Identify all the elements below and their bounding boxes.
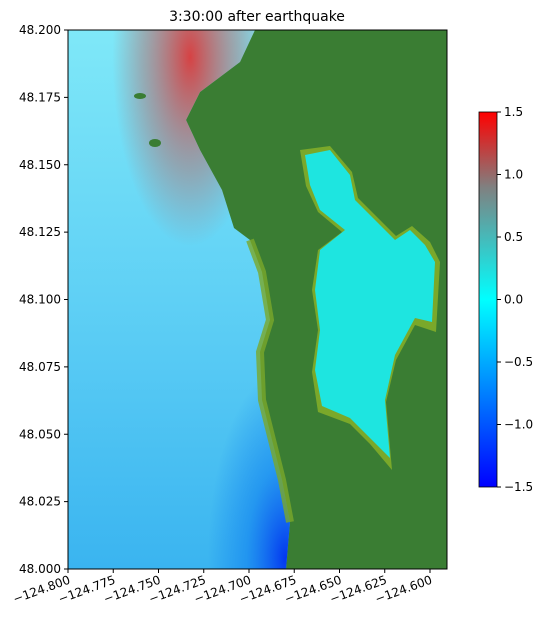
- colorbar-tick-label: −1.5: [504, 480, 533, 494]
- colorbar-tick-label: −0.5: [504, 355, 533, 369]
- y-tick-label: 48.075: [19, 360, 61, 374]
- y-tick-label: 48.175: [19, 90, 61, 104]
- colorbar-tick-label: 1.0: [504, 168, 523, 182]
- colorbar-tick-label: 0.0: [504, 293, 523, 307]
- y-tick-label: 48.050: [19, 427, 61, 441]
- colorbar-tick-label: 0.5: [504, 230, 523, 244]
- colorbar-tick-label: −1.0: [504, 418, 533, 432]
- y-tick-label: 48.025: [19, 495, 61, 509]
- y-tick-label: 48.200: [19, 23, 61, 37]
- chart-title: 3:30:00 after earthquake: [169, 9, 345, 25]
- y-tick-label: 48.000: [19, 562, 61, 576]
- y-tick-label: 48.125: [19, 225, 61, 239]
- map-image: [68, 30, 447, 569]
- y-tick-label: 48.100: [19, 293, 61, 307]
- colorbar: [478, 111, 498, 488]
- y-tick-label: 48.150: [19, 158, 61, 172]
- colorbar-tick-label: 1.5: [504, 105, 523, 119]
